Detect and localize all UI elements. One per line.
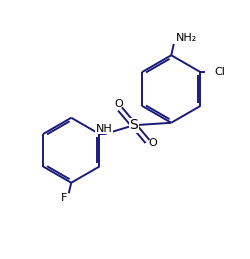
Text: Cl: Cl: [215, 67, 226, 77]
Text: F: F: [60, 193, 67, 203]
Text: S: S: [130, 118, 138, 132]
Text: NH₂: NH₂: [176, 33, 197, 43]
Text: O: O: [148, 138, 158, 148]
Text: O: O: [114, 98, 123, 109]
Text: NH: NH: [96, 124, 112, 133]
